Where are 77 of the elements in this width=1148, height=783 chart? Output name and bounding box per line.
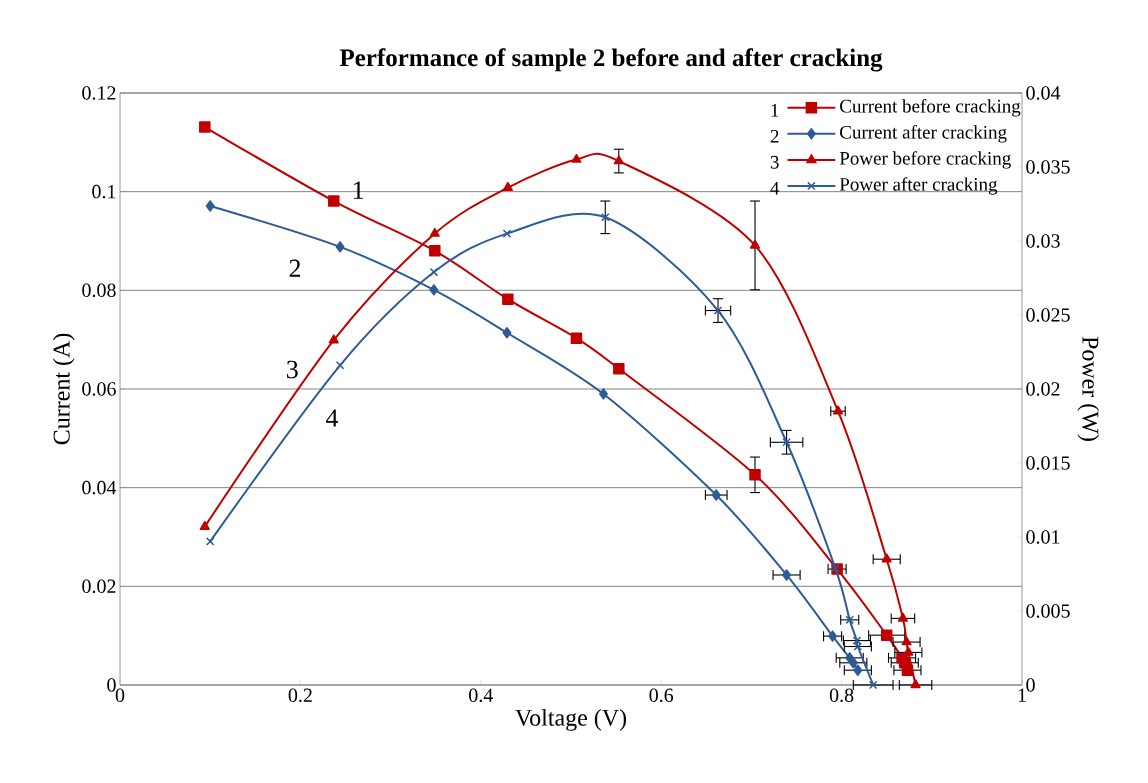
y-tick-label: 0.12 xyxy=(82,86,116,100)
y2-tick-label: 0.03 xyxy=(1026,234,1060,248)
y2-tick-label: 0.035 xyxy=(1026,160,1070,174)
point xyxy=(502,181,513,191)
point xyxy=(713,306,723,315)
point xyxy=(853,664,863,676)
point xyxy=(199,520,210,530)
annotation: 4 xyxy=(325,409,339,427)
annotation: 1 xyxy=(353,181,364,199)
point xyxy=(749,469,761,481)
point xyxy=(845,615,855,625)
point xyxy=(711,489,721,501)
point xyxy=(852,636,862,645)
y-tick-label: 0.06 xyxy=(82,382,116,396)
annotation: 2 xyxy=(289,259,301,277)
legend-label: Current after cracking xyxy=(840,125,1007,143)
legend-label: Power after cracking xyxy=(839,177,998,195)
point xyxy=(782,437,791,447)
text: 4 xyxy=(770,182,780,195)
x-tick-label: 0.4 xyxy=(469,688,493,703)
point xyxy=(897,612,909,622)
legend-label: Current before cracking xyxy=(840,99,1021,117)
point xyxy=(570,332,583,344)
point xyxy=(328,334,339,344)
y2-tick-label: 0.015 xyxy=(1026,456,1070,470)
point xyxy=(429,284,439,296)
point xyxy=(598,388,608,400)
text: 1 xyxy=(771,103,779,117)
y2-tick-label: 0 xyxy=(1026,678,1035,692)
y-tick-label: 0.04 xyxy=(82,480,117,495)
point xyxy=(502,229,512,238)
point xyxy=(205,537,215,546)
annotation: 3 xyxy=(287,360,298,379)
point xyxy=(782,569,792,581)
x-tick-label: 0.6 xyxy=(649,688,674,703)
point xyxy=(828,630,838,642)
x-tick-label: 0.2 xyxy=(288,688,312,703)
point xyxy=(429,245,441,257)
y2-tick-label: 0.04 xyxy=(1026,86,1061,100)
x-tick-label: 0.8 xyxy=(829,688,854,703)
y-tick-label: 0.1 xyxy=(92,184,116,199)
text: 2 xyxy=(770,129,779,143)
point xyxy=(613,155,624,165)
x-tick-label: 1 xyxy=(1018,688,1026,702)
y2-tick-label: 0.01 xyxy=(1026,530,1060,544)
y-tick-label: 0.08 xyxy=(82,283,116,298)
text: 3 xyxy=(770,155,779,169)
point xyxy=(601,213,610,222)
y-tick-label: 0.02 xyxy=(82,579,116,594)
point xyxy=(910,679,921,689)
point xyxy=(205,200,215,212)
chart-title: Performance of sample 2 before and after cracking xyxy=(339,48,883,72)
point xyxy=(881,553,892,563)
point xyxy=(613,363,625,375)
point xyxy=(429,267,439,277)
y2-tick-label: 0.005 xyxy=(1026,604,1070,618)
y-tick-label: 0 xyxy=(107,678,116,692)
point xyxy=(335,241,345,253)
point xyxy=(328,195,340,207)
point xyxy=(571,153,582,163)
x-axis-title: Voltage (V) xyxy=(515,708,627,731)
point xyxy=(853,642,863,651)
y2-axis-title: Power (W) xyxy=(1077,336,1100,441)
point xyxy=(335,361,345,370)
point xyxy=(502,293,514,305)
point xyxy=(502,327,512,339)
point xyxy=(868,680,878,690)
point xyxy=(880,629,893,641)
point xyxy=(749,239,761,249)
point xyxy=(429,227,440,237)
y2-tick-label: 0.025 xyxy=(1026,308,1070,322)
point xyxy=(901,636,912,646)
y2-tick-label: 0.02 xyxy=(1026,382,1060,396)
point xyxy=(199,121,211,133)
point xyxy=(848,657,858,669)
legend-label: Power before cracking xyxy=(839,151,1011,169)
y-axis-title: Current (A) xyxy=(52,333,75,445)
